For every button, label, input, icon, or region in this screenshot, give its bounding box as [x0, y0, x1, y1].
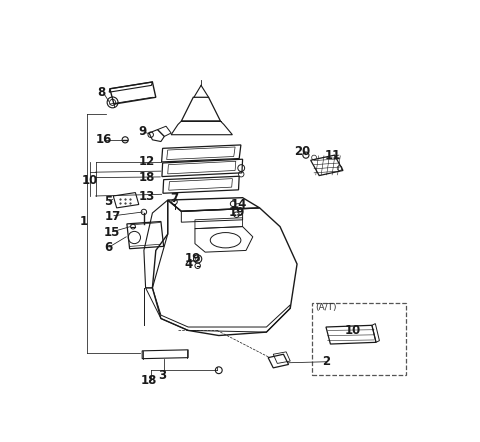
Text: 13: 13	[139, 190, 156, 203]
Text: 11: 11	[324, 149, 341, 162]
Text: 8: 8	[97, 86, 106, 99]
Text: 10: 10	[345, 324, 361, 337]
Text: (A/T): (A/T)	[315, 303, 336, 312]
Text: 7: 7	[170, 192, 179, 205]
Bar	[312, 303, 406, 375]
Text: 20: 20	[294, 145, 311, 157]
Text: 14: 14	[231, 198, 247, 211]
Text: 17: 17	[105, 210, 121, 223]
Text: 12: 12	[139, 156, 156, 168]
Text: 1: 1	[79, 215, 87, 228]
Text: 6: 6	[104, 240, 112, 254]
Text: 4: 4	[184, 258, 192, 271]
Text: 18: 18	[141, 374, 157, 387]
Text: 16: 16	[96, 133, 112, 146]
Text: 18: 18	[139, 171, 156, 184]
Text: 19: 19	[185, 252, 202, 266]
Text: 10: 10	[81, 174, 97, 187]
Text: 2: 2	[322, 355, 330, 368]
Text: 5: 5	[104, 194, 112, 208]
Text: 3: 3	[158, 369, 167, 382]
Text: 9: 9	[138, 126, 146, 138]
Text: 19: 19	[228, 206, 245, 220]
Text: 15: 15	[103, 226, 120, 239]
